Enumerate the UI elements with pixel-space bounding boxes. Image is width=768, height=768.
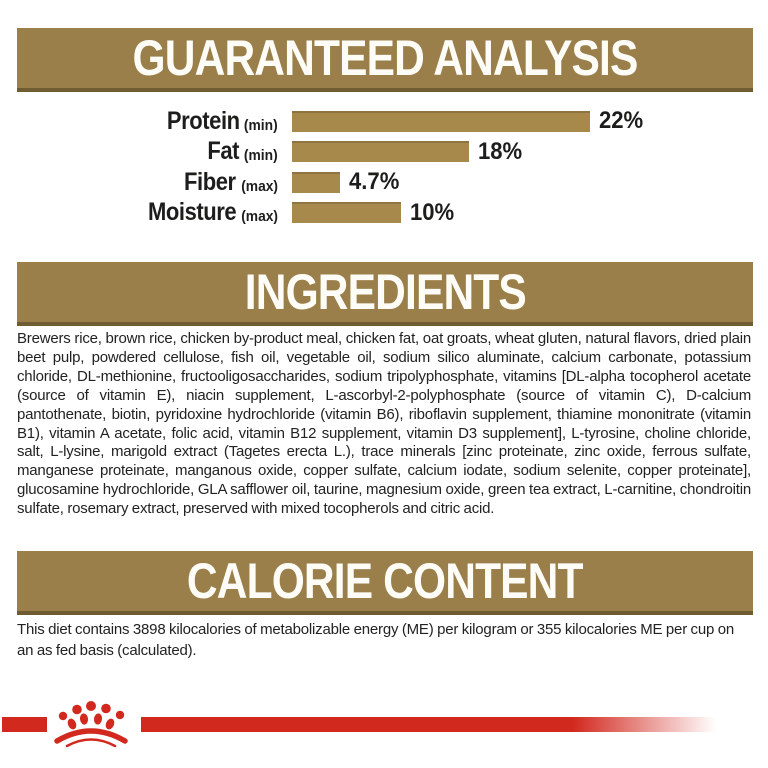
- nutrient-name: Moisture: [147, 198, 237, 227]
- nutrient-qualifier: (min): [244, 147, 278, 165]
- guaranteed-analysis-chart: Protein (min) 22% Fat (min) 18% Fiber (max) 4…: [0, 106, 768, 228]
- nutrient-name: Protein: [166, 106, 240, 135]
- chart-row-label: Protein (min): [0, 107, 278, 136]
- chart-row-label: Fiber (max): [0, 168, 278, 197]
- chart-value-label: 18%: [478, 137, 523, 165]
- calorie-text: This diet contains 3898 kilocalories of …: [17, 621, 734, 659]
- guaranteed-analysis-title: GUARANTEED ANALYSIS: [132, 30, 639, 86]
- nutrient-name: Fiber: [184, 167, 236, 196]
- nutrient-name: Fat: [207, 137, 240, 166]
- chart-row: Fat (min) 18%: [0, 137, 768, 168]
- chart-row: Fiber (max) 4.7%: [0, 167, 768, 198]
- chart-row: Protein (min) 22%: [0, 106, 768, 137]
- nutrient-qualifier: (max): [241, 208, 278, 226]
- nutrient-qualifier: (max): [241, 177, 278, 195]
- calorie-content-title: CALORIE CONTENT: [187, 553, 584, 609]
- chart-value-label: 22%: [599, 107, 644, 135]
- chart-value-label: 4.7%: [349, 168, 400, 196]
- brand-ribbon: [2, 717, 716, 732]
- chart-row-label: Fat (min): [0, 137, 278, 166]
- ingredients-header: INGREDIENTS: [17, 262, 753, 326]
- chart-bar: [292, 171, 340, 193]
- chart-bar: [292, 202, 401, 224]
- ingredients-title: INGREDIENTS: [244, 264, 526, 320]
- chart-value-label: 10%: [410, 198, 455, 226]
- chart-row: Moisture (max) 10%: [0, 198, 768, 229]
- chart-bar: [292, 110, 590, 132]
- guaranteed-analysis-header: GUARANTEED ANALYSIS: [17, 28, 753, 92]
- ingredients-text: Brewers rice, brown rice, chicken by-pro…: [17, 330, 751, 518]
- calorie-content-header: CALORIE CONTENT: [17, 551, 753, 615]
- crown-paw-logo: [54, 701, 128, 748]
- nutrient-qualifier: (min): [244, 116, 278, 134]
- chart-bar: [292, 141, 469, 163]
- chart-row-label: Moisture (max): [0, 198, 278, 227]
